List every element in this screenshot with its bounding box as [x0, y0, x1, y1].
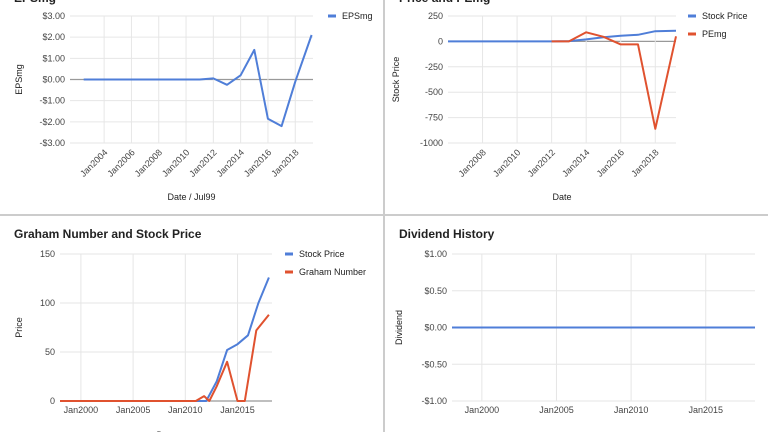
graham-y-tick-label: 0: [50, 396, 55, 406]
graham-series-line: [60, 314, 270, 402]
graham-series-line: [60, 277, 270, 402]
dividend-x-tick-label: Jan2010: [614, 405, 649, 415]
price-pe-x-tick-label: Jan2010: [491, 147, 522, 178]
price-pe-y-axis-label: Stock Price: [391, 57, 401, 103]
graham-y-tick-label: 100: [40, 298, 55, 308]
eps-x-tick-label: Jan2018: [269, 147, 300, 178]
graham-x-tick-label: Jan2005: [116, 405, 151, 415]
dividend-x-tick-label: Jan2000: [465, 405, 500, 415]
eps-x-axis-label: Date / Jul99: [167, 192, 215, 202]
price-pe-x-tick-label: Jan2016: [595, 147, 626, 178]
dividend-y-tick-label: $0.50: [424, 286, 447, 296]
eps-x-tick-label: Jan2016: [242, 147, 273, 178]
graham-y-tick-label: 150: [40, 249, 55, 259]
price-pe-y-tick-label: 250: [428, 11, 443, 21]
dividend-x-tick-label: Jan2005: [539, 405, 574, 415]
eps-x-tick-label: Jan2012: [187, 147, 218, 178]
graham-x-tick-label: Jan2000: [64, 405, 99, 415]
price-pe-y-tick-label: -750: [425, 113, 443, 123]
eps-x-tick-label: Jan2010: [160, 147, 191, 178]
eps-title: EPSmg: [14, 0, 56, 5]
eps-x-tick-label: Jan2006: [105, 147, 136, 178]
eps-y-axis-label: EPSmg: [14, 64, 24, 95]
graham-x-axis-label: Date: [156, 430, 175, 432]
eps-y-tick-label: -$2.00: [39, 117, 65, 127]
graham-legend-label: Stock Price: [299, 249, 345, 259]
dividend-y-tick-label: -$1.00: [421, 396, 447, 406]
dividend-y-tick-label: $1.00: [424, 249, 447, 259]
price-pe-y-tick-label: -500: [425, 87, 443, 97]
dividend-chart: Dividend History $1.00 $0.50 $0.00 -$0.50 -$1…: [394, 227, 755, 415]
dividend-y-axis-label: Dividend: [394, 310, 404, 345]
dividend-y-tick-label: $0.00: [424, 323, 447, 333]
graham-y-tick-label: 50: [45, 347, 55, 357]
eps-y-tick-label: $3.00: [42, 11, 65, 21]
price-pe-y-tick-label: -1000: [420, 138, 443, 148]
eps-y-tick-label: $0.00: [42, 75, 65, 85]
eps-chart: EPSmg $3.00 $2.00 $1.00 $0.00 -$1.00 -$2.00 -$3…: [14, 0, 373, 202]
graham-x-tick-label: Jan2010: [168, 405, 203, 415]
eps-x-tick-label: Jan2014: [215, 147, 246, 178]
graham-chart-panel: Graham Number and Stock Price 150 100 50 0 Ja…: [0, 216, 383, 432]
price-pe-x-tick-label: Jan2018: [629, 147, 660, 178]
graham-legend-label: Graham Number: [299, 267, 366, 277]
dividend-x-tick-label: Jan2015: [688, 405, 723, 415]
dividend-title: Dividend History: [399, 227, 495, 241]
price-pe-title: Price and PEmg: [399, 0, 490, 5]
eps-chart-panel: EPSmg $3.00 $2.00 $1.00 $0.00 -$1.00 -$2.00 -$3…: [0, 0, 383, 214]
price-pe-x-tick-label: Jan2012: [526, 147, 557, 178]
eps-x-tick-label: Jan2008: [133, 147, 164, 178]
eps-y-tick-label: $1.00: [42, 53, 65, 63]
dividend-y-tick-label: -$0.50: [421, 359, 447, 369]
dividend-chart-panel: Dividend History $1.00 $0.50 $0.00 -$0.50 -$1…: [385, 216, 768, 432]
price-pe-series-line: [551, 31, 677, 130]
price-pe-legend-label: PEmg: [702, 29, 727, 39]
graham-y-axis-label: Price: [14, 317, 24, 338]
price-pe-chart: Price and PEmg 250 0 -250 -500 -750 -1000 Jan20…: [391, 0, 748, 202]
price-pe-y-tick-label: -250: [425, 62, 443, 72]
graham-chart: Graham Number and Stock Price 150 100 50 0 Ja…: [14, 227, 366, 432]
eps-y-tick-label: -$3.00: [39, 138, 65, 148]
eps-series-line: [83, 34, 313, 128]
eps-x-tick-label: Jan2004: [78, 147, 109, 178]
eps-y-tick-label: -$1.00: [39, 96, 65, 106]
graham-title: Graham Number and Stock Price: [14, 227, 202, 241]
eps-legend-label: EPSmg: [342, 11, 373, 21]
eps-y-tick-label: $2.00: [42, 32, 65, 42]
price-pe-chart-panel: Price and PEmg 250 0 -250 -500 -750 -1000 Jan20…: [385, 0, 768, 214]
price-pe-y-tick-label: 0: [438, 36, 443, 46]
price-pe-x-axis-label: Date: [552, 192, 571, 202]
price-pe-x-tick-label: Jan2014: [560, 147, 591, 178]
graham-x-tick-label: Jan2015: [220, 405, 255, 415]
price-pe-x-tick-label: Jan2008: [456, 147, 487, 178]
price-pe-legend-label: Stock Price: [702, 11, 748, 21]
